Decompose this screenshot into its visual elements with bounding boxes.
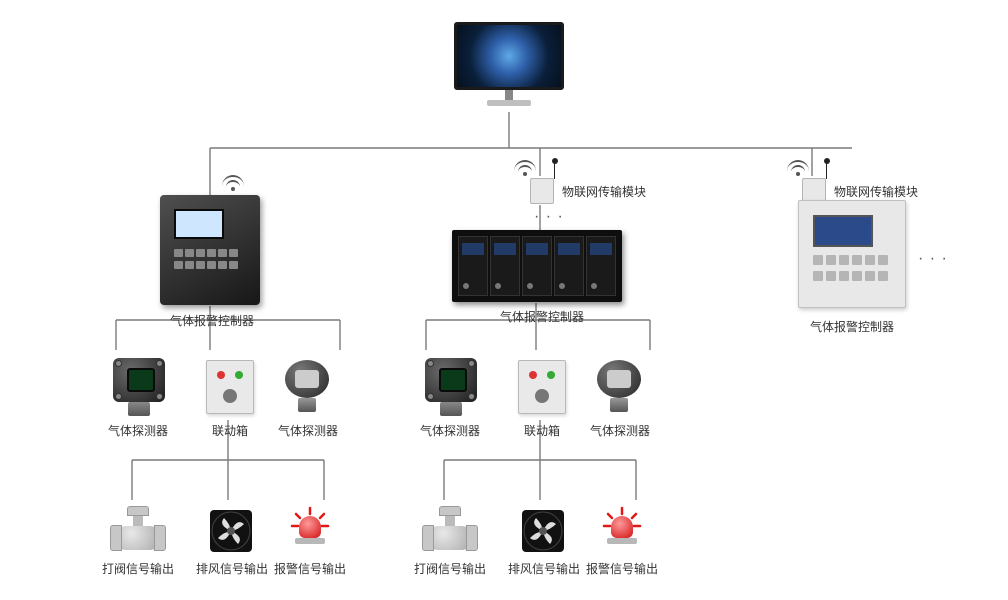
gas-detector-large-icon <box>113 358 165 416</box>
gas-detector-small-icon <box>285 360 329 414</box>
gas-controller-label: 气体报警控制器 <box>500 308 584 325</box>
monitor-screen <box>454 22 564 90</box>
central-monitor <box>454 22 564 112</box>
linkage-box-label: 联动箱 <box>524 422 560 439</box>
linkage-box-label: 联动箱 <box>212 422 248 439</box>
wifi-icon <box>512 160 538 180</box>
gas-controller-label: 气体报警控制器 <box>810 318 894 335</box>
gas-detector-label: 气体探测器 <box>420 422 480 439</box>
valve-output-label: 打阀信号输出 <box>102 560 174 577</box>
fan-output-label: 排风信号输出 <box>508 560 580 577</box>
gas-detector-label: 气体探测器 <box>278 422 338 439</box>
valve-icon <box>428 506 472 552</box>
valve-output-label: 打阀信号输出 <box>414 560 486 577</box>
fan-output-label: 排风信号输出 <box>196 560 268 577</box>
gas-detector-label: 气体探测器 <box>590 422 650 439</box>
fan-icon <box>210 510 252 552</box>
gas-controller-rack <box>452 230 622 302</box>
iot-module-label: 物联网传输模块 <box>562 183 646 200</box>
wifi-icon <box>785 160 811 180</box>
gas-detector-label: 气体探测器 <box>108 422 168 439</box>
valve-icon <box>116 506 160 552</box>
ellipsis-icon: · · · <box>918 250 948 268</box>
gas-controller-label: 气体报警控制器 <box>170 312 254 329</box>
gas-detector-small-icon <box>597 360 641 414</box>
linkage-box-icon <box>518 360 566 414</box>
alarm-output-label: 报警信号输出 <box>586 560 658 577</box>
ellipsis-icon: · · · <box>534 208 564 226</box>
gas-detector-large-icon <box>425 358 477 416</box>
gas-controller-white <box>798 200 906 308</box>
gas-controller-black <box>160 195 260 305</box>
linkage-box-icon <box>206 360 254 414</box>
alarm-beacon-icon <box>600 506 644 550</box>
iot-module-icon <box>530 178 554 204</box>
fan-icon <box>522 510 564 552</box>
iot-module-label: 物联网传输模块 <box>834 183 918 200</box>
alarm-output-label: 报警信号输出 <box>274 560 346 577</box>
alarm-beacon-icon <box>288 506 332 550</box>
wifi-icon <box>220 175 246 195</box>
